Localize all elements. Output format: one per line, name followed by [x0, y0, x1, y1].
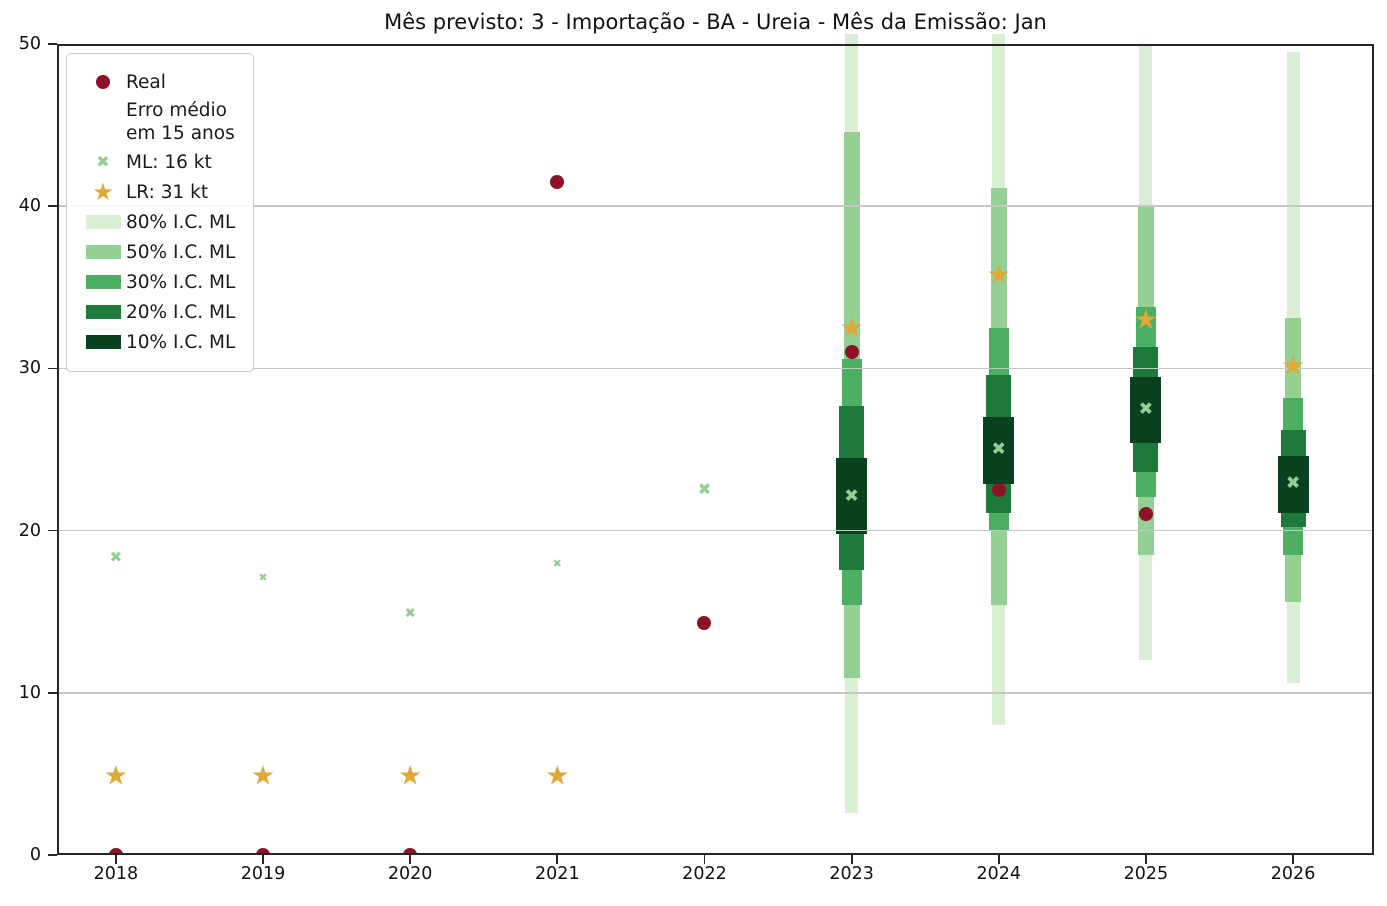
ml-point: ✖ [404, 605, 416, 622]
ml-point: ✖ [697, 479, 712, 499]
real-dot-icon [96, 75, 110, 89]
x-tick-mark [262, 855, 264, 864]
y-tick-mark [48, 205, 57, 208]
y-tick-label: 10 [18, 682, 41, 703]
real-point [550, 174, 565, 189]
ci20-swatch [85, 305, 121, 319]
legend-item-real: Real [80, 69, 235, 95]
legend-item-ml: ✖ ML: 16 kt [80, 149, 235, 175]
real-point [1138, 507, 1153, 522]
ml-x-icon: ✖ [96, 152, 110, 171]
lr-point: ★ [545, 760, 570, 792]
x-tick-label: 2025 [1123, 864, 1169, 884]
legend-label: Real [126, 71, 166, 93]
gridline-y10 [57, 692, 1374, 694]
lr-point: ★ [103, 760, 128, 792]
x-tick-label: 2022 [682, 864, 727, 884]
ci80-swatch [85, 215, 121, 229]
x-axis: 2018 2019 2020 2021 2022 2023 2024 2025 2026 [57, 862, 1374, 892]
lr-point: ★ [1280, 350, 1306, 382]
x-tick-label: 2024 [976, 864, 1022, 884]
ci-band-10% [836, 457, 868, 534]
ml-point: ✖ [109, 548, 123, 567]
legend-label: 30% I.C. ML [126, 271, 236, 293]
y-tick-label: 40 [18, 196, 41, 217]
ml-point: ✖ [1285, 473, 1301, 494]
real-point [844, 345, 859, 360]
ci-band-10% [1277, 455, 1309, 513]
ml-point: ✖ [991, 439, 1007, 460]
ci30-swatch [85, 275, 121, 289]
x-tick-label: 2018 [93, 864, 139, 884]
legend-item-ci20: 20% I.C. ML [80, 299, 235, 325]
x-tick-mark [1145, 855, 1147, 864]
x-tick-label: 2026 [1270, 864, 1316, 884]
real-point [991, 483, 1006, 498]
ci-band-10% [1130, 376, 1162, 443]
ci50-swatch [85, 245, 121, 259]
x-tick-mark [997, 855, 1000, 864]
ml-point: ✖ [844, 486, 859, 507]
lr-star-icon: ★ [92, 178, 114, 206]
legend: Real Erro médio em 15 anos ✖ ML: 16 kt ★… [66, 53, 255, 372]
lr-point: ★ [839, 312, 864, 344]
x-tick-mark [1292, 855, 1294, 864]
plot-frame [57, 44, 1374, 855]
real-point [403, 848, 418, 855]
x-tick-mark [850, 855, 853, 864]
plot-area: Real Erro médio em 15 anos ✖ ML: 16 kt ★… [48, 34, 1374, 864]
legend-label-line1: Erro médio [126, 100, 227, 121]
ml-point: ✖ [1138, 399, 1154, 420]
real-point [256, 848, 270, 855]
ci-band-10% [983, 417, 1015, 484]
legend-label: LR: 31 kt [126, 181, 209, 203]
legend-item-ci30: 30% I.C. ML [80, 269, 235, 295]
x-tick-mark [114, 855, 117, 864]
real-point [697, 616, 712, 631]
ml-point: ✖ [258, 571, 268, 585]
y-tick-mark [48, 367, 57, 370]
chart-title: Mês previsto: 3 - Importação - BA - Urei… [384, 10, 1047, 34]
x-tick-label: 2019 [240, 864, 286, 884]
y-tick-mark [48, 854, 57, 856]
y-tick-label: 50 [18, 34, 41, 54]
y-tick-label: 30 [18, 358, 41, 379]
y-tick-mark [48, 691, 57, 694]
legend-item-error-note: Erro médio em 15 anos [80, 99, 235, 145]
legend-label: 10% I.C. ML [126, 331, 236, 353]
legend-label: 80% I.C. ML [126, 211, 236, 233]
legend-item-lr: ★ LR: 31 kt [80, 179, 235, 205]
lr-point: ★ [1133, 304, 1159, 336]
legend-label: ML: 16 kt [126, 151, 212, 173]
real-point [108, 848, 123, 855]
legend-label: 50% I.C. ML [126, 241, 236, 263]
y-axis: 0 10 20 30 40 50 [0, 34, 49, 865]
x-tick-mark [556, 855, 559, 864]
lr-point: ★ [986, 259, 1011, 291]
gridline-y20 [57, 529, 1374, 532]
x-tick-label: 2021 [535, 864, 580, 884]
legend-item-ci10: 10% I.C. ML [80, 329, 235, 355]
y-tick-mark [48, 43, 57, 45]
x-tick-label: 2023 [829, 864, 874, 884]
y-tick-label: 0 [29, 845, 41, 865]
legend-label: 20% I.C. ML [126, 301, 236, 323]
ml-point: ✖ [552, 556, 562, 570]
gridline-y40 [57, 205, 1374, 207]
lr-point: ★ [250, 760, 276, 792]
y-tick-mark [48, 529, 57, 532]
x-tick-label: 2020 [387, 864, 433, 884]
x-tick-mark [703, 855, 706, 864]
lr-point: ★ [398, 760, 423, 792]
legend-item-ci80: 80% I.C. ML [80, 209, 235, 235]
legend-item-ci50: 50% I.C. ML [80, 239, 235, 265]
y-tick-label: 20 [18, 520, 41, 541]
x-tick-mark [409, 855, 412, 864]
ci10-swatch [85, 335, 121, 349]
gridline-y30 [57, 367, 1374, 370]
legend-label-line2: em 15 anos [126, 123, 235, 144]
